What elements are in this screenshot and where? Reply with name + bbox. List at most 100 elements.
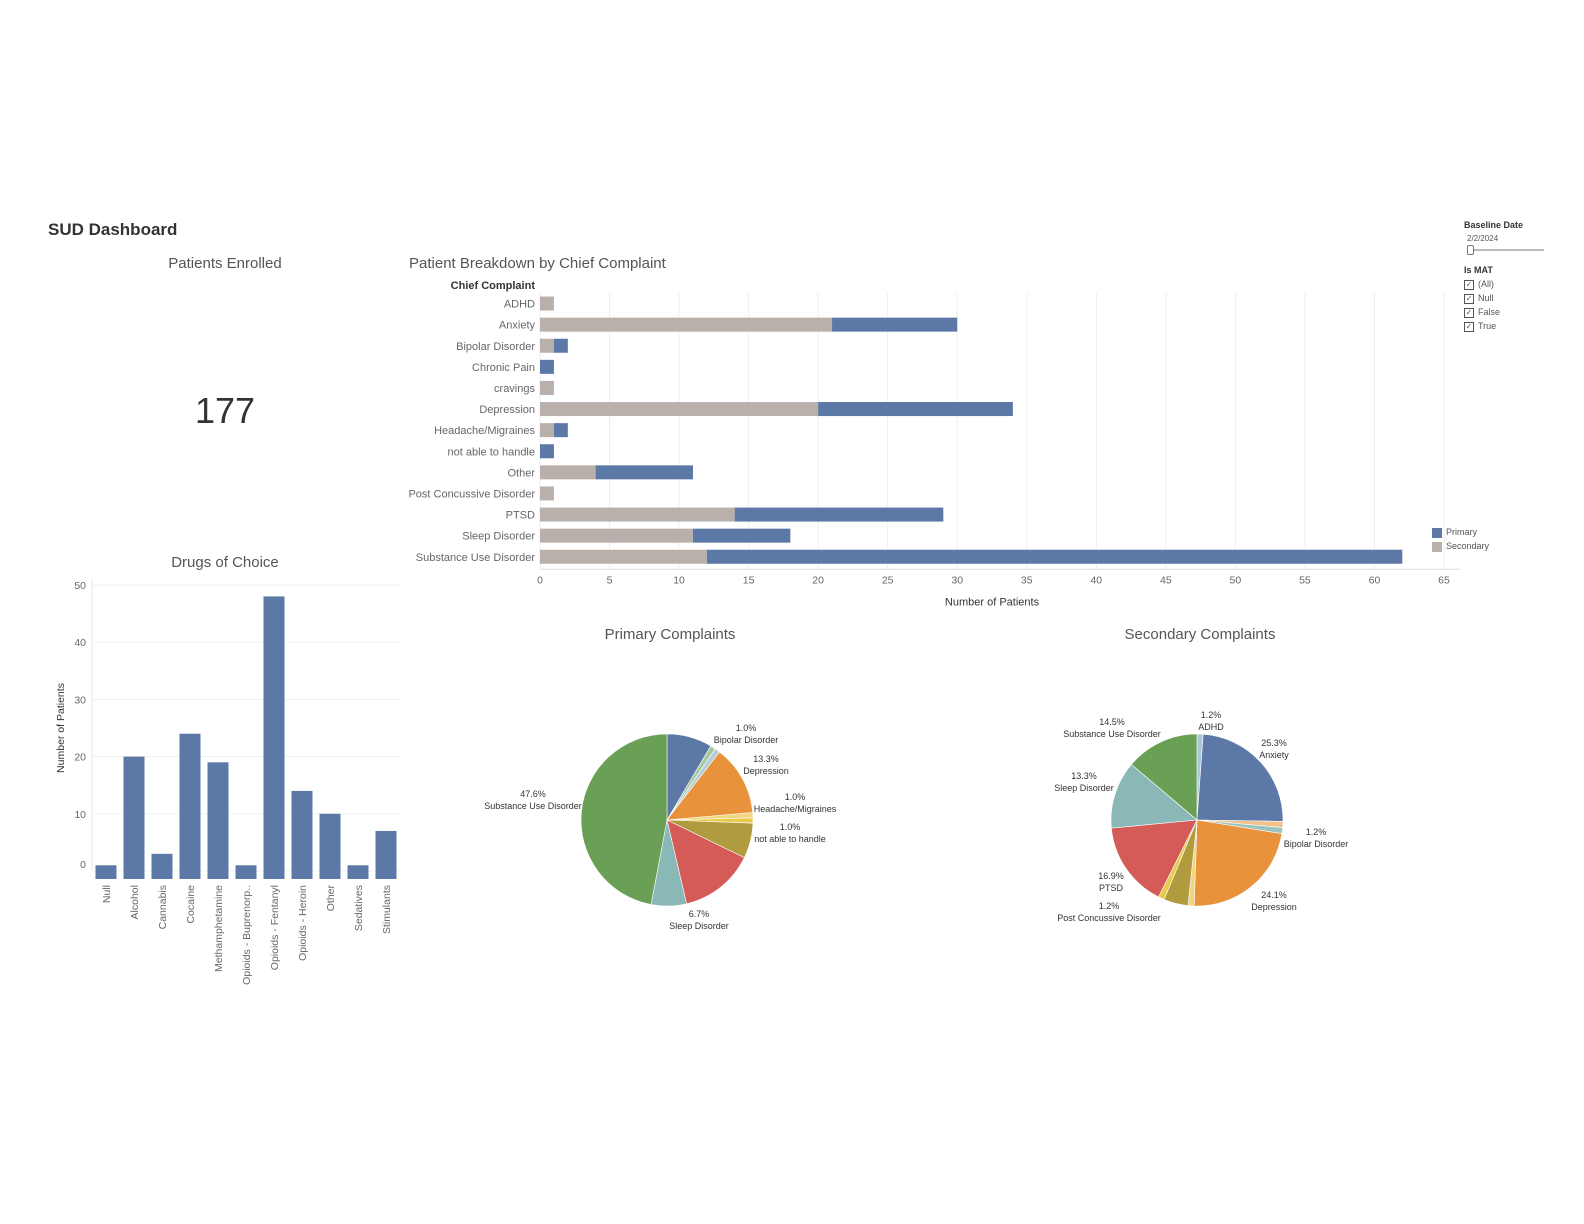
secondary-bar bbox=[540, 296, 554, 311]
pie-slice-percent: 1.0% bbox=[785, 792, 806, 802]
secondary-bar bbox=[540, 402, 819, 417]
x-tick-label: Null bbox=[101, 885, 113, 903]
pie-slice-label: Substance Use Disorder bbox=[484, 801, 582, 811]
x-tick-label: 10 bbox=[673, 574, 685, 586]
x-tick-label: Other bbox=[325, 885, 337, 912]
y-tick-label: 50 bbox=[74, 580, 86, 592]
category-label: Headache/Migraines bbox=[434, 425, 535, 437]
pie-slice-label: Depression bbox=[743, 766, 789, 776]
pie-slice bbox=[1193, 819, 1283, 907]
secondary-bar bbox=[540, 507, 735, 522]
drug-bar bbox=[375, 830, 397, 879]
category-label: cravings bbox=[494, 383, 535, 395]
secondary-bar bbox=[540, 338, 554, 353]
category-label: Sleep Disorder bbox=[462, 531, 535, 543]
slider-handle[interactable] bbox=[1467, 245, 1474, 255]
primary-bar bbox=[553, 423, 568, 438]
drug-bar bbox=[263, 596, 285, 879]
x-axis-title: Number of Patients bbox=[945, 596, 1040, 608]
is-mat-option-label: Null bbox=[1478, 293, 1494, 303]
x-tick-label: Cannabis bbox=[157, 885, 169, 929]
x-tick-label: 15 bbox=[743, 574, 755, 586]
category-label: ADHD bbox=[504, 299, 535, 311]
checkbox[interactable]: ✓ bbox=[1464, 321, 1474, 332]
x-tick-label: Opioids - Fentanyl bbox=[269, 885, 281, 970]
legend-item[interactable]: Secondary bbox=[1432, 539, 1489, 553]
secondary-pie-chart: 1.2% ADHD 25.3% Anxiety 1.2% Bipolar Disorder… bbox=[1054, 710, 1349, 923]
x-tick-label: 5 bbox=[607, 574, 613, 586]
x-tick-label: 0 bbox=[537, 574, 543, 586]
x-tick-label: 25 bbox=[882, 574, 894, 586]
checkbox[interactable]: ✓ bbox=[1464, 307, 1474, 318]
primary-bar bbox=[540, 359, 554, 374]
primary-bar bbox=[692, 528, 791, 543]
category-label: Post Concussive Disorder bbox=[408, 488, 535, 500]
category-label: not able to handle bbox=[448, 446, 535, 458]
pie-slice-percent: 24.1% bbox=[1261, 890, 1287, 900]
pie-slice-label: not able to handle bbox=[754, 834, 826, 844]
pie-slice-percent: 1.0% bbox=[736, 723, 757, 733]
pie-slice bbox=[666, 751, 754, 821]
x-tick-label: 60 bbox=[1369, 574, 1381, 586]
pie-slice-percent: 6.7% bbox=[689, 909, 710, 919]
category-label: Anxiety bbox=[499, 320, 536, 332]
pie-slice-label: Depression bbox=[1251, 902, 1297, 912]
pie-slice-percent: 1.2% bbox=[1306, 827, 1327, 837]
secondary-bar bbox=[540, 317, 833, 332]
drug-bar bbox=[207, 762, 229, 879]
pie-slice-label: Headache/Migraines bbox=[754, 804, 837, 814]
pie-slice-label: Sleep Disorder bbox=[669, 921, 729, 931]
dashboard-title: SUD Dashboard bbox=[48, 220, 178, 239]
x-tick-label: 30 bbox=[951, 574, 963, 586]
x-tick-label: Alcohol bbox=[129, 885, 141, 919]
slider-track bbox=[1468, 249, 1544, 251]
secondary-bar bbox=[540, 380, 554, 395]
drug-bar bbox=[235, 865, 257, 879]
is-mat-option[interactable]: ✓ True bbox=[1464, 319, 1544, 333]
x-tick-label: 20 bbox=[812, 574, 824, 586]
is-mat-label: Is MAT bbox=[1464, 265, 1493, 275]
baseline-date-label: Baseline Date bbox=[1464, 220, 1524, 230]
category-label: Chronic Pain bbox=[472, 362, 535, 374]
primary-pie-chart: 1.0% Bipolar Disorder 13.3% Depression 1.0% H… bbox=[484, 723, 837, 931]
pie-slice-label: ADHD bbox=[1198, 722, 1224, 732]
secondary-bar bbox=[540, 423, 554, 438]
drugs-bar-chart: 0 10 20 30 40 50 Number of Patients Null Alcohol… bbox=[55, 580, 400, 985]
drug-bar bbox=[319, 813, 341, 879]
x-tick-label: Cocaine bbox=[185, 885, 197, 924]
baseline-date-slider[interactable] bbox=[1464, 245, 1544, 255]
checkbox[interactable]: ✓ bbox=[1464, 293, 1474, 304]
x-tick-label: 55 bbox=[1299, 574, 1311, 586]
x-tick-label: Stimulants bbox=[381, 885, 393, 934]
primary-bar bbox=[540, 444, 554, 459]
pie-slice-percent: 1.0% bbox=[780, 822, 801, 832]
pie-slice-percent: 13.3% bbox=[753, 754, 779, 764]
legend-item[interactable]: Primary bbox=[1432, 525, 1489, 539]
pie-slice bbox=[666, 819, 745, 905]
y-tick-label: 40 bbox=[74, 637, 86, 649]
checkbox[interactable]: ✓ bbox=[1464, 279, 1474, 290]
drugs-chart-title: Drugs of Choice bbox=[171, 554, 279, 571]
pie-slice-percent: 47.6% bbox=[520, 789, 546, 799]
complaint-bar-chart: 0 5 10 15 20 25 30 35 40 45 50 55 60 65 Number of Pati… bbox=[408, 280, 1460, 608]
x-tick-label: 50 bbox=[1230, 574, 1242, 586]
y-tick-label: 20 bbox=[74, 752, 86, 764]
legend-swatch bbox=[1432, 541, 1442, 552]
pie-slice-label: Post Concussive Disorder bbox=[1057, 913, 1161, 923]
y-tick-label: 10 bbox=[74, 809, 86, 821]
drug-bar bbox=[291, 790, 313, 879]
primary-bar bbox=[818, 402, 1013, 417]
is-mat-option[interactable]: ✓ False bbox=[1464, 305, 1544, 319]
pie-slice bbox=[580, 733, 668, 905]
category-label: Other bbox=[507, 467, 535, 479]
category-label: Bipolar Disorder bbox=[456, 341, 535, 353]
y-axis-title: Number of Patients bbox=[55, 683, 67, 773]
color-legend: Primary Secondary bbox=[1432, 525, 1489, 553]
drug-bar bbox=[123, 756, 145, 879]
is-mat-option[interactable]: ✓ (All) bbox=[1464, 277, 1544, 291]
is-mat-option[interactable]: ✓ Null bbox=[1464, 291, 1544, 305]
primary-pie-title: Primary Complaints bbox=[604, 626, 736, 643]
x-tick-label: 35 bbox=[1021, 574, 1033, 586]
pie-slice-label: Bipolar Disorder bbox=[1284, 839, 1349, 849]
is-mat-options: ✓ (All) ✓ Null ✓ False ✓ True bbox=[1464, 277, 1544, 333]
